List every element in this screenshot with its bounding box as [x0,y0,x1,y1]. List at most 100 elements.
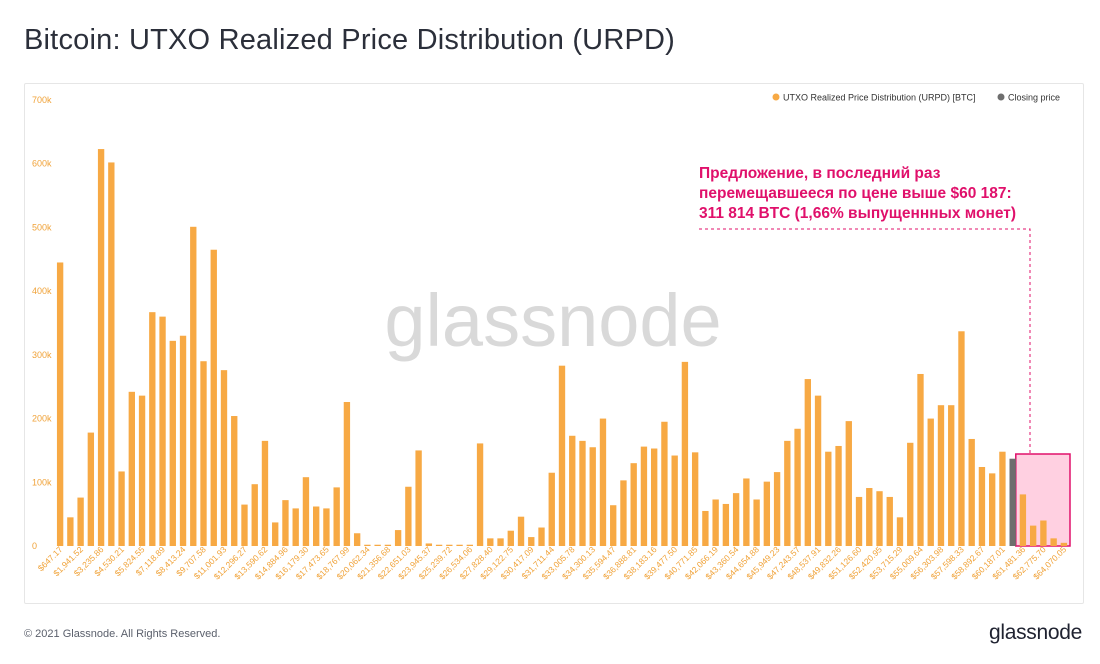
urpd-bar[interactable] [190,226,197,546]
urpd-bar[interactable] [67,517,74,546]
urpd-bar[interactable] [620,480,627,546]
urpd-bar[interactable] [384,544,392,546]
urpd-bar[interactable] [773,472,781,546]
urpd-bar[interactable] [845,421,852,546]
urpd-bar[interactable] [251,484,258,546]
urpd-bar[interactable] [661,421,668,546]
urpd-bar[interactable] [722,503,730,546]
urpd-bar[interactable] [343,402,351,546]
urpd-bar[interactable] [825,451,832,546]
urpd-bar[interactable] [272,522,279,546]
urpd-bar[interactable] [476,443,484,546]
urpd-bar[interactable] [466,544,473,546]
urpd-bar[interactable] [1040,520,1047,546]
urpd-bar[interactable] [937,405,945,546]
urpd-bar[interactable] [374,544,381,546]
urpd-bar[interactable] [118,471,125,546]
urpd-bar[interactable] [149,312,156,546]
urpd-bar[interactable] [507,530,514,546]
legend-label-closing[interactable]: Closing price [1008,93,1060,103]
urpd-bar[interactable] [405,486,412,546]
urpd-bar[interactable] [77,497,84,546]
urpd-bar[interactable] [333,487,340,546]
urpd-bar[interactable] [261,440,269,546]
urpd-bar[interactable] [589,447,596,546]
urpd-bar[interactable] [1060,542,1068,546]
legend-label-urpd[interactable]: UTXO Realized Price Distribution (URPD) … [783,93,976,103]
urpd-bar[interactable] [814,395,822,546]
urpd-bar[interactable] [866,488,873,546]
urpd-bar[interactable] [691,452,699,546]
urpd-bar[interactable] [948,405,955,546]
urpd-bar[interactable] [804,379,811,546]
urpd-bar[interactable] [159,316,166,546]
urpd-bar[interactable] [282,500,289,546]
urpd-bar[interactable] [784,440,791,546]
urpd-bar[interactable] [364,544,371,546]
urpd-bar[interactable] [128,391,135,546]
urpd-bar[interactable] [640,446,648,546]
urpd-bar[interactable] [599,418,607,546]
urpd-bar[interactable] [528,537,535,546]
urpd-bar[interactable] [548,472,555,546]
urpd-bar[interactable] [210,249,217,546]
urpd-bar[interactable] [517,516,525,546]
urpd-bar[interactable] [907,442,914,546]
urpd-bar[interactable] [671,455,678,546]
urpd-bar[interactable] [292,508,299,546]
urpd-bar[interactable] [999,451,1006,546]
urpd-bar[interactable] [794,428,801,546]
urpd-bar[interactable] [1050,538,1057,546]
urpd-bar[interactable] [763,481,771,546]
urpd-bar[interactable] [651,448,658,546]
urpd-bar[interactable] [497,538,504,546]
urpd-bar[interactable] [56,262,64,546]
urpd-bar[interactable] [169,340,176,546]
urpd-bar[interactable] [1029,525,1037,546]
urpd-bar[interactable] [558,365,566,546]
urpd-bar[interactable] [415,450,422,546]
urpd-bar[interactable] [927,418,934,546]
urpd-bar[interactable] [87,432,95,546]
urpd-bar[interactable] [435,544,443,546]
urpd-bar[interactable] [917,373,924,546]
urpd-bar[interactable] [569,435,576,546]
urpd-bar[interactable] [138,395,146,546]
urpd-bar[interactable] [108,162,115,546]
urpd-bar[interactable] [732,493,740,546]
urpd-bar[interactable] [968,438,975,546]
urpd-bar[interactable] [313,506,320,546]
urpd-bar[interactable] [855,496,863,546]
glassnode-logo[interactable]: glassnode [988,621,1082,644]
urpd-bar[interactable] [200,361,207,546]
urpd-bar[interactable] [1019,494,1027,546]
urpd-bar[interactable] [446,544,453,546]
urpd-bar[interactable] [97,149,105,546]
urpd-bar[interactable] [231,416,238,546]
urpd-bar[interactable] [241,504,248,546]
closing-price-bar[interactable] [1009,458,1016,546]
urpd-bar[interactable] [886,496,893,546]
urpd-bar[interactable] [835,445,842,546]
urpd-bar[interactable] [896,517,904,546]
urpd-bar[interactable] [302,477,310,546]
urpd-bar[interactable] [702,510,709,546]
urpd-bar[interactable] [353,533,361,546]
urpd-bar[interactable] [610,505,617,546]
urpd-bar[interactable] [456,544,463,546]
urpd-bar[interactable] [876,491,883,546]
urpd-bar[interactable] [487,538,494,546]
urpd-bar[interactable] [978,466,986,546]
urpd-bar[interactable] [681,361,689,546]
urpd-bar[interactable] [323,508,330,546]
urpd-bar[interactable] [425,543,433,546]
urpd-bar[interactable] [989,473,996,546]
urpd-bar[interactable] [712,499,719,546]
urpd-bar[interactable] [630,463,637,546]
urpd-bar[interactable] [579,440,586,546]
urpd-bar[interactable] [958,331,965,546]
urpd-bar[interactable] [538,527,545,546]
urpd-bar[interactable] [220,370,228,546]
urpd-bar[interactable] [753,499,760,546]
urpd-bar[interactable] [179,335,187,546]
